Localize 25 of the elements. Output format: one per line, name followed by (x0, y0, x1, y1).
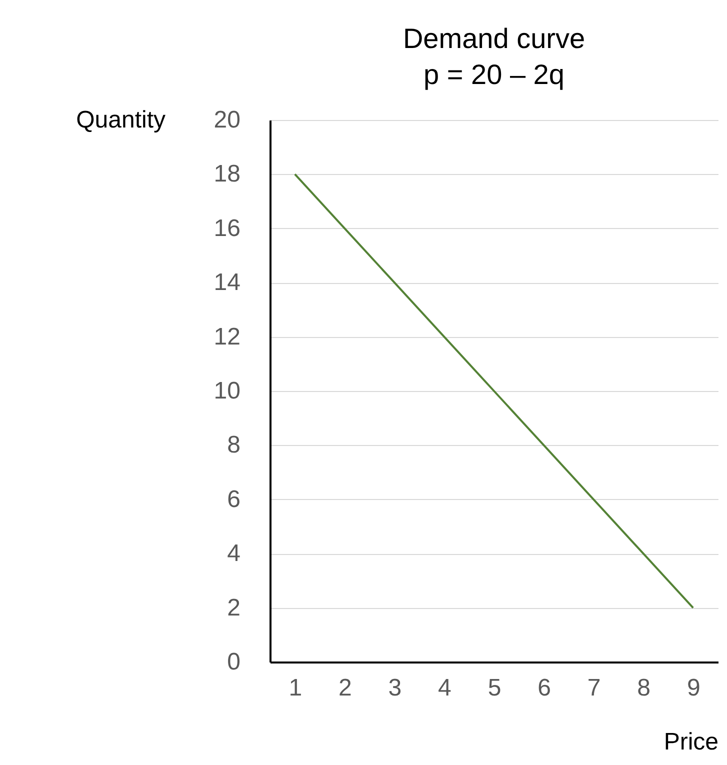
chart-title: Demand curve (402, 23, 586, 54)
x-tick-label: 3 (388, 674, 402, 702)
y-tick-label: 6 (227, 486, 240, 513)
y-tick-label: 8 (227, 432, 240, 459)
y-tick-label: 18 (214, 160, 240, 188)
x-tick-label: 8 (637, 674, 651, 702)
y-tick-label: 4 (227, 540, 240, 568)
y-tick-label: 12 (214, 323, 240, 350)
y-tick-label: 2 (227, 594, 240, 622)
x-tick-label: 9 (686, 674, 700, 702)
y-tick-label: 14 (214, 269, 240, 296)
x-tick-label: 2 (338, 674, 352, 702)
y-axis-title: Quantity (76, 106, 166, 134)
x-axis-title: Price (664, 728, 718, 756)
chart-subtitle: p = 20 – 2q (424, 59, 564, 90)
line-series (294, 173, 694, 609)
y-tick-label: 16 (214, 214, 240, 242)
x-tick-label: 4 (438, 674, 452, 702)
y-tick-label: 10 (214, 378, 240, 404)
x-tick-label: 6 (538, 674, 551, 702)
y-tick-label: 0 (227, 648, 240, 676)
x-tick-label: 1 (288, 674, 302, 702)
x-tick-label: 7 (587, 674, 601, 702)
x-tick-label: 5 (488, 674, 502, 702)
y-tick-label: 20 (214, 106, 240, 134)
